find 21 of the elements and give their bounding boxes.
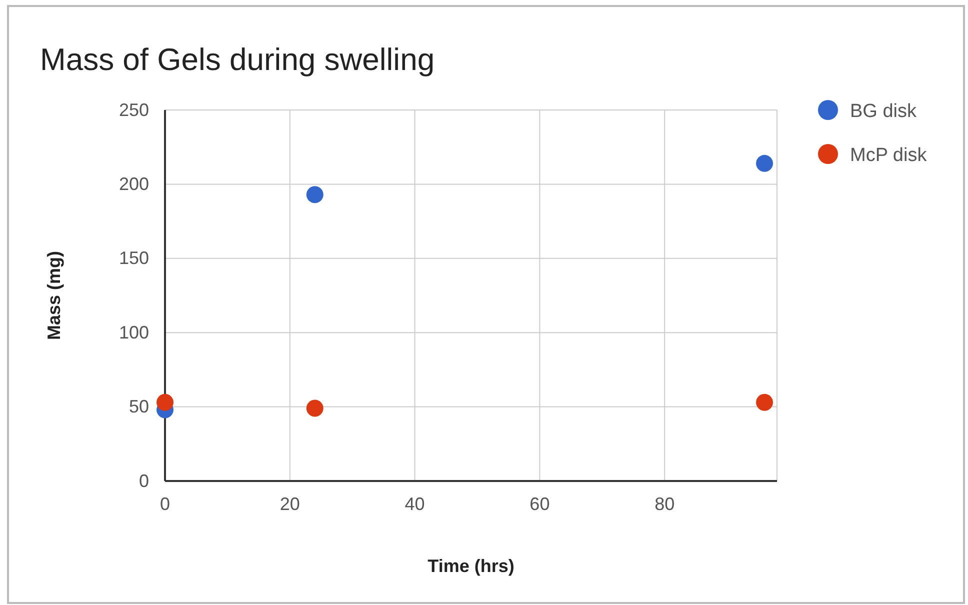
x-tick-label: 60 — [530, 494, 550, 514]
y-axis-title: Mass (mg) — [44, 250, 64, 340]
y-tick-label: 0 — [138, 470, 149, 491]
x-axis-title: Time (hrs) — [428, 556, 514, 576]
y-tick-label: 150 — [118, 248, 149, 268]
x-tick-label: 40 — [404, 494, 425, 514]
y-tick-label: 100 — [118, 322, 149, 342]
chart-title: Mass of Gels during swelling — [40, 42, 435, 77]
x-tick-label: 0 — [160, 494, 170, 514]
x-tick-label: 20 — [280, 494, 300, 514]
x-tick-label: 80 — [654, 494, 675, 514]
point — [306, 186, 324, 204]
y-tick-label: 50 — [128, 396, 149, 417]
y-tick-label: 250 — [118, 100, 149, 120]
y-tick-label: 200 — [118, 174, 149, 194]
point — [756, 154, 774, 172]
legend-label: BG disk — [850, 101, 918, 122]
legend-label: McP disk — [850, 145, 928, 166]
point — [156, 394, 174, 411]
point — [756, 394, 774, 411]
point — [306, 400, 324, 417]
